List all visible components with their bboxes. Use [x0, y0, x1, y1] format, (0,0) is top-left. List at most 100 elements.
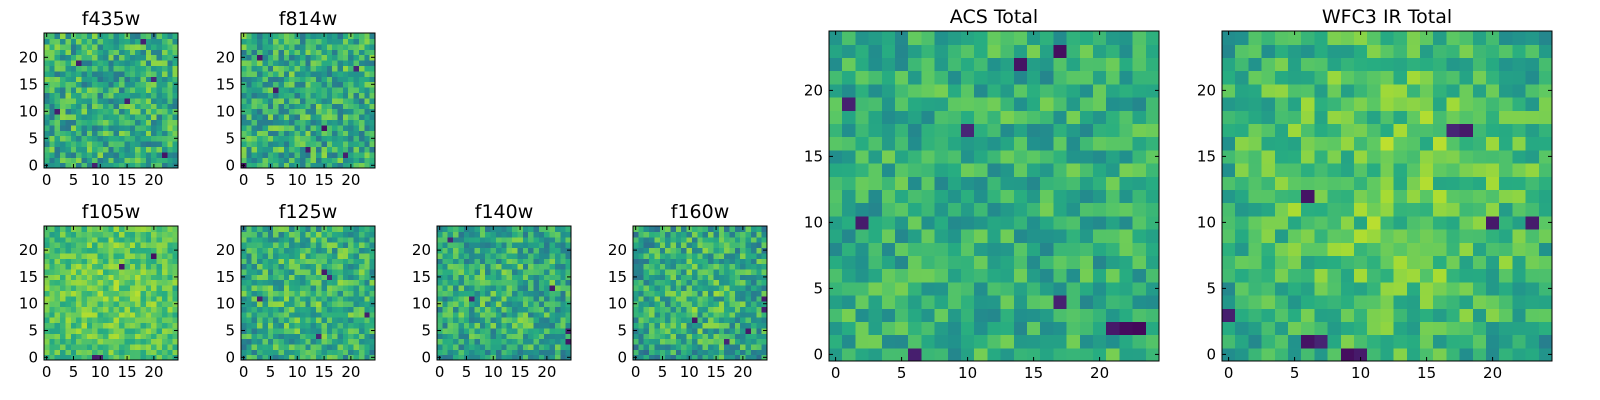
y-tick-label: 15 — [608, 268, 627, 286]
heatmap-cell — [855, 44, 870, 58]
heatmap-cell — [369, 141, 376, 147]
heatmap-cell — [70, 65, 77, 72]
heatmap-cell — [70, 124, 77, 131]
heatmap-cell — [649, 242, 656, 249]
heatmap-cell — [708, 252, 714, 259]
heatmap-cell — [108, 135, 115, 142]
heatmap-cell — [129, 141, 136, 147]
heatmap-cell — [364, 258, 371, 265]
heatmap-cell — [718, 226, 725, 232]
heatmap-cell — [358, 252, 365, 259]
heatmap-cell — [554, 274, 561, 281]
heatmap-cell — [670, 242, 677, 249]
heatmap-cell — [353, 130, 360, 137]
heatmap-cell — [517, 290, 524, 297]
heatmap-cell — [842, 44, 856, 58]
heatmap-cell — [283, 311, 290, 318]
heatmap-cell — [1222, 268, 1236, 283]
heatmap-cell — [718, 295, 725, 302]
heatmap-cell — [246, 322, 253, 329]
heatmap-cell — [729, 327, 736, 334]
heatmap-cell — [1079, 321, 1094, 336]
heatmap-cell — [97, 268, 104, 275]
heatmap-cell — [316, 81, 322, 88]
heatmap-cell — [544, 279, 551, 286]
heatmap-cell — [654, 252, 661, 259]
heatmap-cell — [81, 284, 88, 291]
heatmap-cell — [267, 322, 274, 329]
heatmap-cell — [921, 189, 936, 204]
heatmap-cell — [495, 317, 502, 324]
heatmap-cell — [108, 317, 115, 324]
heatmap-cell — [654, 263, 661, 270]
heatmap-cell — [353, 60, 360, 66]
heatmap-cell — [60, 274, 67, 281]
heatmap-cell — [1132, 97, 1147, 111]
heatmap-cell — [1274, 255, 1289, 270]
heatmap-cell — [1512, 281, 1527, 296]
heatmap-cell — [54, 135, 61, 142]
heatmap-cell — [161, 70, 168, 77]
heatmap-cell — [129, 290, 136, 297]
heatmap-cell — [560, 301, 567, 307]
heatmap-cell — [102, 54, 109, 61]
heatmap-cell — [934, 163, 949, 177]
heatmap-cell — [316, 333, 322, 340]
heatmap-cell — [251, 43, 258, 50]
heatmap-cell — [60, 295, 67, 302]
heatmap-cell — [246, 333, 253, 340]
heatmap-cell — [1013, 136, 1028, 151]
heatmap-cell — [364, 252, 371, 259]
heatmap-cell — [506, 268, 513, 275]
heatmap-cell — [1340, 229, 1355, 243]
heatmap-cell — [310, 60, 317, 66]
heatmap-cell — [734, 327, 741, 334]
heatmap-cell — [549, 252, 556, 259]
heatmap-cell — [691, 290, 698, 297]
heatmap-cell — [348, 65, 355, 72]
heatmap-cell — [113, 92, 120, 99]
heatmap-cell — [92, 252, 99, 259]
heatmap-cell — [251, 151, 258, 158]
heatmap-cell — [506, 247, 513, 254]
heatmap-cell — [135, 124, 142, 131]
heatmap-cell — [86, 151, 93, 158]
heatmap-cell — [156, 54, 163, 61]
heatmap-cell — [1314, 295, 1329, 309]
heatmap-cell — [86, 247, 93, 254]
heatmap-cell — [140, 231, 147, 238]
heatmap-cell — [145, 92, 152, 99]
heatmap-cell — [638, 295, 645, 302]
heatmap-cell — [691, 354, 698, 361]
heatmap-cell — [750, 333, 757, 340]
heatmap-cell — [734, 311, 741, 318]
heatmap-cell — [145, 162, 152, 169]
heatmap-cell — [490, 349, 497, 356]
heatmap-cell — [145, 247, 152, 254]
heatmap-cell — [44, 311, 50, 318]
heatmap-cell — [108, 92, 115, 99]
heatmap-cell — [490, 343, 497, 350]
heatmap-cell — [908, 149, 922, 164]
y-tick-label: 5 — [28, 322, 38, 340]
heatmap-cell — [156, 327, 163, 334]
heatmap-cell — [549, 268, 556, 275]
heatmap-cell — [49, 349, 56, 356]
heatmap-cell — [273, 258, 280, 265]
heatmap-cell — [501, 236, 508, 243]
heatmap-cell — [1132, 163, 1147, 177]
heatmap-cell — [135, 103, 142, 110]
heatmap-cell — [305, 33, 312, 39]
heatmap-cell — [713, 343, 720, 350]
heatmap-cell — [633, 338, 639, 345]
heatmap-cell — [119, 343, 125, 350]
heatmap-cell — [1486, 281, 1500, 296]
heatmap-cell — [522, 338, 529, 345]
heatmap-cell — [108, 124, 115, 131]
heatmap-cell — [44, 263, 50, 270]
heatmap-cell — [140, 268, 147, 275]
heatmap-cell — [289, 279, 296, 286]
heatmap-cell — [108, 252, 115, 259]
heatmap-cell — [761, 322, 768, 329]
heatmap-cell — [734, 226, 741, 232]
